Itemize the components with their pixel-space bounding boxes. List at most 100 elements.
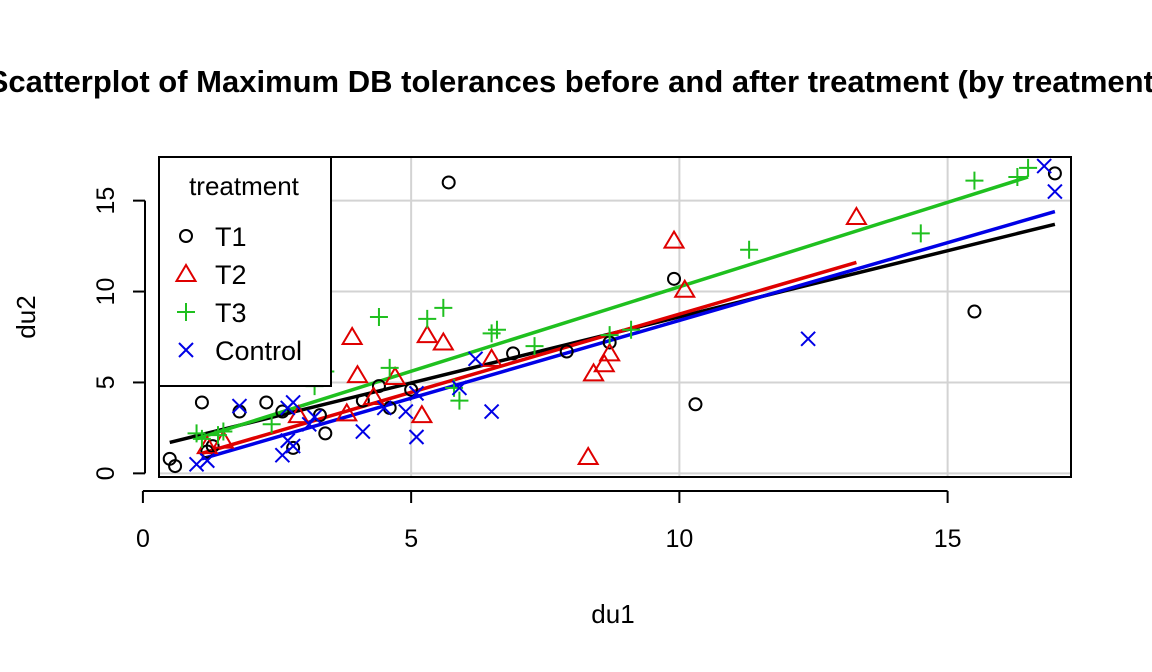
point-t2 xyxy=(662,229,686,249)
y-axis-label: du2 xyxy=(11,295,41,338)
point-t2 xyxy=(432,331,455,351)
point-t3 xyxy=(380,358,399,377)
x-tick-label: 0 xyxy=(136,525,150,553)
x-tick-label: 15 xyxy=(934,525,962,553)
point-t3 xyxy=(965,171,984,190)
point-control xyxy=(483,403,500,420)
y-axis: 0 5 10 15 xyxy=(92,187,146,480)
point-control xyxy=(451,380,468,396)
point-control xyxy=(355,423,371,440)
legend-title: treatment xyxy=(189,171,300,201)
x-tick-label: 5 xyxy=(404,525,418,553)
point-t1 xyxy=(506,346,521,361)
point-t2 xyxy=(593,353,616,373)
point-t2 xyxy=(845,206,868,225)
point-control xyxy=(1047,183,1063,200)
point-t2 xyxy=(340,326,364,345)
x-tick-label: 10 xyxy=(665,525,693,553)
point-t3 xyxy=(600,326,619,345)
point-t3 xyxy=(525,337,544,356)
series-control xyxy=(188,158,1063,472)
point-t2 xyxy=(598,342,621,362)
legend-marker xyxy=(178,342,194,358)
point-t2 xyxy=(335,402,359,422)
point-t2 xyxy=(362,386,385,405)
y-tick-label: 0 xyxy=(92,466,120,480)
y-tick-label: 15 xyxy=(92,187,120,215)
point-t1 xyxy=(355,393,370,408)
point-t3 xyxy=(418,309,437,328)
point-t3 xyxy=(434,298,453,317)
point-t2 xyxy=(346,364,369,384)
legend-item-control: Control xyxy=(178,336,302,366)
legend: treatment T1 T2 T3 Control xyxy=(158,156,332,387)
point-t1 xyxy=(259,395,274,410)
point-t3 xyxy=(1019,158,1038,177)
legend-item-t1: T1 xyxy=(179,222,247,252)
chart-title: Scatterplot of Maximum DB tolerances bef… xyxy=(0,64,1152,99)
point-t1 xyxy=(1047,166,1062,181)
y-tick-label: 5 xyxy=(92,376,120,390)
point-t1 xyxy=(275,404,290,419)
point-t3 xyxy=(911,224,930,243)
point-t2 xyxy=(415,324,439,344)
point-t1 xyxy=(168,459,183,474)
point-control xyxy=(467,351,484,367)
point-control xyxy=(306,409,323,425)
point-control xyxy=(398,403,414,420)
point-t3 xyxy=(487,320,506,339)
point-t3 xyxy=(262,415,281,434)
point-t3 xyxy=(214,422,233,441)
point-control xyxy=(800,331,816,347)
point-control xyxy=(188,456,205,472)
legend-marker xyxy=(174,263,198,282)
x-axis-label: du1 xyxy=(591,599,634,629)
point-t1 xyxy=(318,426,333,441)
point-t1 xyxy=(667,271,682,286)
fit-line-control xyxy=(201,209,1056,461)
legend-marker xyxy=(177,303,195,321)
point-t1 xyxy=(559,344,574,359)
point-control xyxy=(285,394,301,411)
point-t1 xyxy=(371,379,386,394)
point-control xyxy=(408,429,425,445)
point-t1 xyxy=(286,440,301,455)
point-control xyxy=(376,400,393,416)
point-t1 xyxy=(194,395,209,410)
point-t3 xyxy=(622,320,641,339)
legend-item-t2: T2 xyxy=(174,260,247,290)
point-t3 xyxy=(1008,168,1027,186)
point-t2 xyxy=(582,362,605,382)
point-t2 xyxy=(576,446,600,465)
point-control xyxy=(274,447,291,463)
point-control xyxy=(408,385,425,402)
legend-marker xyxy=(179,229,193,243)
point-control xyxy=(231,398,248,414)
point-t3 xyxy=(740,240,759,259)
point-t2 xyxy=(673,278,696,298)
legend-label: T1 xyxy=(215,222,247,252)
legend-label: T2 xyxy=(215,260,247,290)
point-t1 xyxy=(967,304,982,319)
legend-label: T3 xyxy=(215,298,247,328)
point-t3 xyxy=(450,391,469,410)
fit-lines xyxy=(169,175,1056,461)
legend-item-t3: T3 xyxy=(177,298,247,328)
point-t1 xyxy=(441,175,456,190)
point-t2 xyxy=(480,347,503,367)
point-control xyxy=(301,416,317,432)
y-tick-label: 10 xyxy=(92,278,120,306)
point-t1 xyxy=(404,382,419,397)
series-t2 xyxy=(196,206,868,465)
legend-label: Control xyxy=(215,336,302,366)
point-t3 xyxy=(192,429,211,448)
point-control xyxy=(1036,158,1052,174)
point-t1 xyxy=(688,397,703,412)
point-control xyxy=(199,452,215,469)
fit-line-t3 xyxy=(196,175,1029,441)
point-t2 xyxy=(410,404,434,424)
point-t3 xyxy=(369,308,388,326)
point-control xyxy=(285,438,301,454)
x-axis: 0 5 10 15 xyxy=(136,490,962,553)
